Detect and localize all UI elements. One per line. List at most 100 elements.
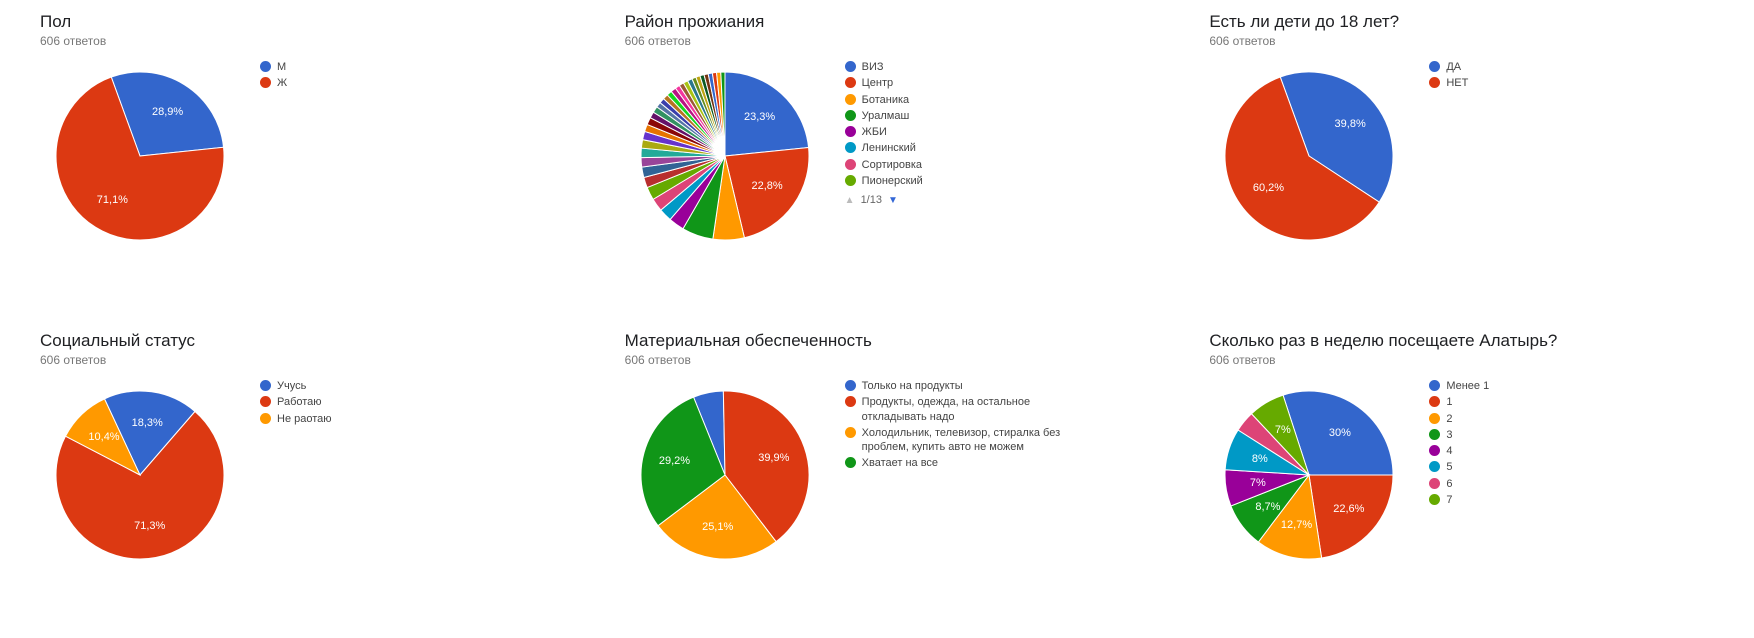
legend-swatch xyxy=(1429,429,1440,440)
legend-item[interactable]: 5 xyxy=(1429,460,1489,474)
legend-swatch xyxy=(260,396,271,407)
legend-item[interactable]: Ленинский xyxy=(845,141,923,155)
legend-swatch xyxy=(1429,478,1440,489)
legend-swatch xyxy=(1429,61,1440,72)
legend: Только на продукты Продукты, одежда, на о… xyxy=(845,375,1082,473)
chart-area: 30%22,6%12,7%8,7%7%8%7% Менее 1 1 2 3 4 5 6 7 xyxy=(1209,375,1734,575)
legend-label: Ж xyxy=(277,76,287,90)
legend-item[interactable]: 6 xyxy=(1429,477,1489,491)
legend: ДА НЕТ xyxy=(1429,56,1468,93)
responses-count: 606 ответов xyxy=(40,353,565,367)
responses-count: 606 ответов xyxy=(625,353,1150,367)
legend-label: Сортировка xyxy=(862,158,922,172)
legend-swatch xyxy=(260,61,271,72)
legend-swatch xyxy=(845,175,856,186)
legend-item[interactable]: Продукты, одежда, на остальное откладыва… xyxy=(845,395,1082,424)
legend-swatch xyxy=(1429,445,1440,456)
pie-chart: 39,8%60,2% xyxy=(1209,56,1409,256)
legend-item[interactable]: 2 xyxy=(1429,412,1489,426)
legend-label: Уралмаш xyxy=(862,109,910,123)
chart-title: Социальный статус xyxy=(40,331,565,351)
legend-label: Продукты, одежда, на остальное откладыва… xyxy=(862,395,1082,424)
responses-count: 606 ответов xyxy=(625,34,1150,48)
pager-next-icon[interactable]: ▼ xyxy=(888,195,898,206)
legend-label: ВИЗ xyxy=(862,60,884,74)
legend-item[interactable]: Ботаника xyxy=(845,93,923,107)
legend-item[interactable]: Ж xyxy=(260,76,287,90)
dashboard-grid: Пол606 ответов28,9%71,1%МЖРайон прожиани… xyxy=(0,0,1754,638)
legend-swatch xyxy=(1429,461,1440,472)
chart-area: 28,9%71,1%МЖ xyxy=(40,56,565,256)
legend-pager: ▲ 1/13 ▼ xyxy=(845,194,923,206)
legend-item[interactable]: 4 xyxy=(1429,444,1489,458)
legend-item[interactable]: ВИЗ xyxy=(845,60,923,74)
legend-item[interactable]: Менее 1 xyxy=(1429,379,1489,393)
legend-item[interactable]: 1 xyxy=(1429,395,1489,409)
legend-label: 6 xyxy=(1446,477,1452,491)
legend-label: Учусь xyxy=(277,379,306,393)
chart-area: 39,9%25,1%29,2%Только на продуктыПродукт… xyxy=(625,375,1150,575)
legend-item[interactable]: М xyxy=(260,60,287,74)
legend-item[interactable]: НЕТ xyxy=(1429,76,1468,90)
legend-swatch xyxy=(845,110,856,121)
responses-count: 606 ответов xyxy=(1209,353,1734,367)
legend-label: ДА xyxy=(1446,60,1461,74)
legend-item[interactable]: Центр xyxy=(845,76,923,90)
legend: Учусь Работаю Не раотаю xyxy=(260,375,332,428)
legend-swatch xyxy=(845,159,856,170)
legend-label: 2 xyxy=(1446,412,1452,426)
legend-item[interactable]: Уралмаш xyxy=(845,109,923,123)
legend-label: 5 xyxy=(1446,460,1452,474)
responses-count: 606 ответов xyxy=(40,34,565,48)
legend-item[interactable]: Холодильник, телевизор, стиралка без про… xyxy=(845,426,1082,455)
pie-chart: 30%22,6%12,7%8,7%7%8%7% xyxy=(1209,375,1409,575)
legend-swatch xyxy=(845,142,856,153)
legend-label: М xyxy=(277,60,286,74)
legend-label: Только на продукты xyxy=(862,379,963,393)
chart-panel-district: Район прожиания606 ответов23,3%22,8%ВИЗЦ… xyxy=(585,0,1170,319)
legend-swatch xyxy=(845,77,856,88)
legend-item[interactable]: ЖБИ xyxy=(845,125,923,139)
legend-label: 3 xyxy=(1446,428,1452,442)
legend-label: 4 xyxy=(1446,444,1452,458)
legend-item[interactable]: 7 xyxy=(1429,493,1489,507)
legend-swatch xyxy=(1429,396,1440,407)
pie-slice xyxy=(725,72,809,156)
pie-chart: 18,3%71,3%10,4% xyxy=(40,375,240,575)
legend-label: ЖБИ xyxy=(862,125,887,139)
legend-label: Ленинский xyxy=(862,141,916,155)
legend-label: Ботаника xyxy=(862,93,910,107)
legend-item[interactable]: Работаю xyxy=(260,395,332,409)
legend-swatch xyxy=(845,94,856,105)
legend-swatch xyxy=(845,61,856,72)
legend-item[interactable]: Сортировка xyxy=(845,158,923,172)
legend-item[interactable]: ДА xyxy=(1429,60,1468,74)
legend-swatch xyxy=(260,77,271,88)
pager-position: 1/13 xyxy=(861,194,882,206)
legend-item[interactable]: Только на продукты xyxy=(845,379,1082,393)
legend-item[interactable]: Пионерский xyxy=(845,174,923,188)
legend-swatch xyxy=(845,396,856,407)
legend-label: Хватает на все xyxy=(862,456,938,470)
legend-swatch xyxy=(1429,380,1440,391)
pie-chart: 23,3%22,8% xyxy=(625,56,825,256)
pie-slice xyxy=(1309,475,1393,558)
legend-swatch xyxy=(1429,494,1440,505)
chart-title: Материальная обеспеченность xyxy=(625,331,1150,351)
legend-item[interactable]: Учусь xyxy=(260,379,332,393)
chart-panel-wealth: Материальная обеспеченность 606 ответов 39… xyxy=(585,319,1170,638)
chart-title: Сколько раз в неделю посещаете Алатырь? xyxy=(1209,331,1734,351)
chart-area: 18,3%71,3%10,4% Учусь Работаю Не раотаю xyxy=(40,375,565,575)
legend-item[interactable]: Хватает на все xyxy=(845,456,1082,470)
legend-swatch xyxy=(260,413,271,424)
pager-prev-icon[interactable]: ▲ xyxy=(845,195,855,206)
legend-label: Не раотаю xyxy=(277,412,332,426)
chart-area: 23,3%22,8% ВИЗ Центр Ботаника Уралмаш ЖБИ Лени… xyxy=(625,56,1150,256)
legend-label: Пионерский xyxy=(862,174,923,188)
legend: ВИЗ Центр Ботаника Уралмаш ЖБИ Ленинский Сорти… xyxy=(845,56,923,206)
chart-title: Есть ли дети до 18 лет? xyxy=(1209,12,1734,32)
chart-panel-social: Социальный статус 606 ответов 18,3%71,3%10… xyxy=(0,319,585,638)
legend-item[interactable]: Не раотаю xyxy=(260,412,332,426)
legend-item[interactable]: 3 xyxy=(1429,428,1489,442)
legend-label: Центр xyxy=(862,76,894,90)
